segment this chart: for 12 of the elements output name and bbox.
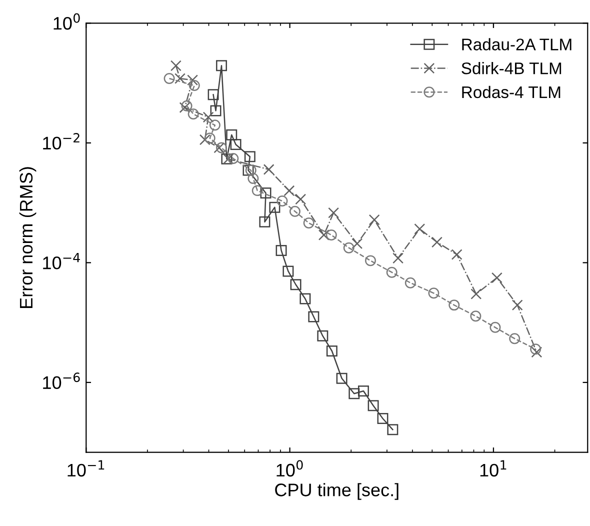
legend-label: Sdirk-4B TLM [462,62,562,74]
x-axis-title: CPU time [sec.] [275,483,398,500]
y-tick-label: 10$^{0}$ [54,13,80,30]
x-tick-label: 10$^{−1}$ [68,460,104,477]
y-tick-label: 10$^{−4}$ [43,252,80,270]
legend-label: Radau-2A TLM [462,38,572,50]
legend-label: Rodas-4 TLM [462,86,560,98]
y-tick-label: 10$^{−2}$ [43,133,80,150]
y-tick-label: 10$^{−6}$ [43,372,80,390]
y-axis-title: Error norm (RMS) [19,167,36,308]
x-tick-label: 10$^{0}$ [276,460,303,477]
x-tick-label: 10$^{1}$ [480,460,506,477]
